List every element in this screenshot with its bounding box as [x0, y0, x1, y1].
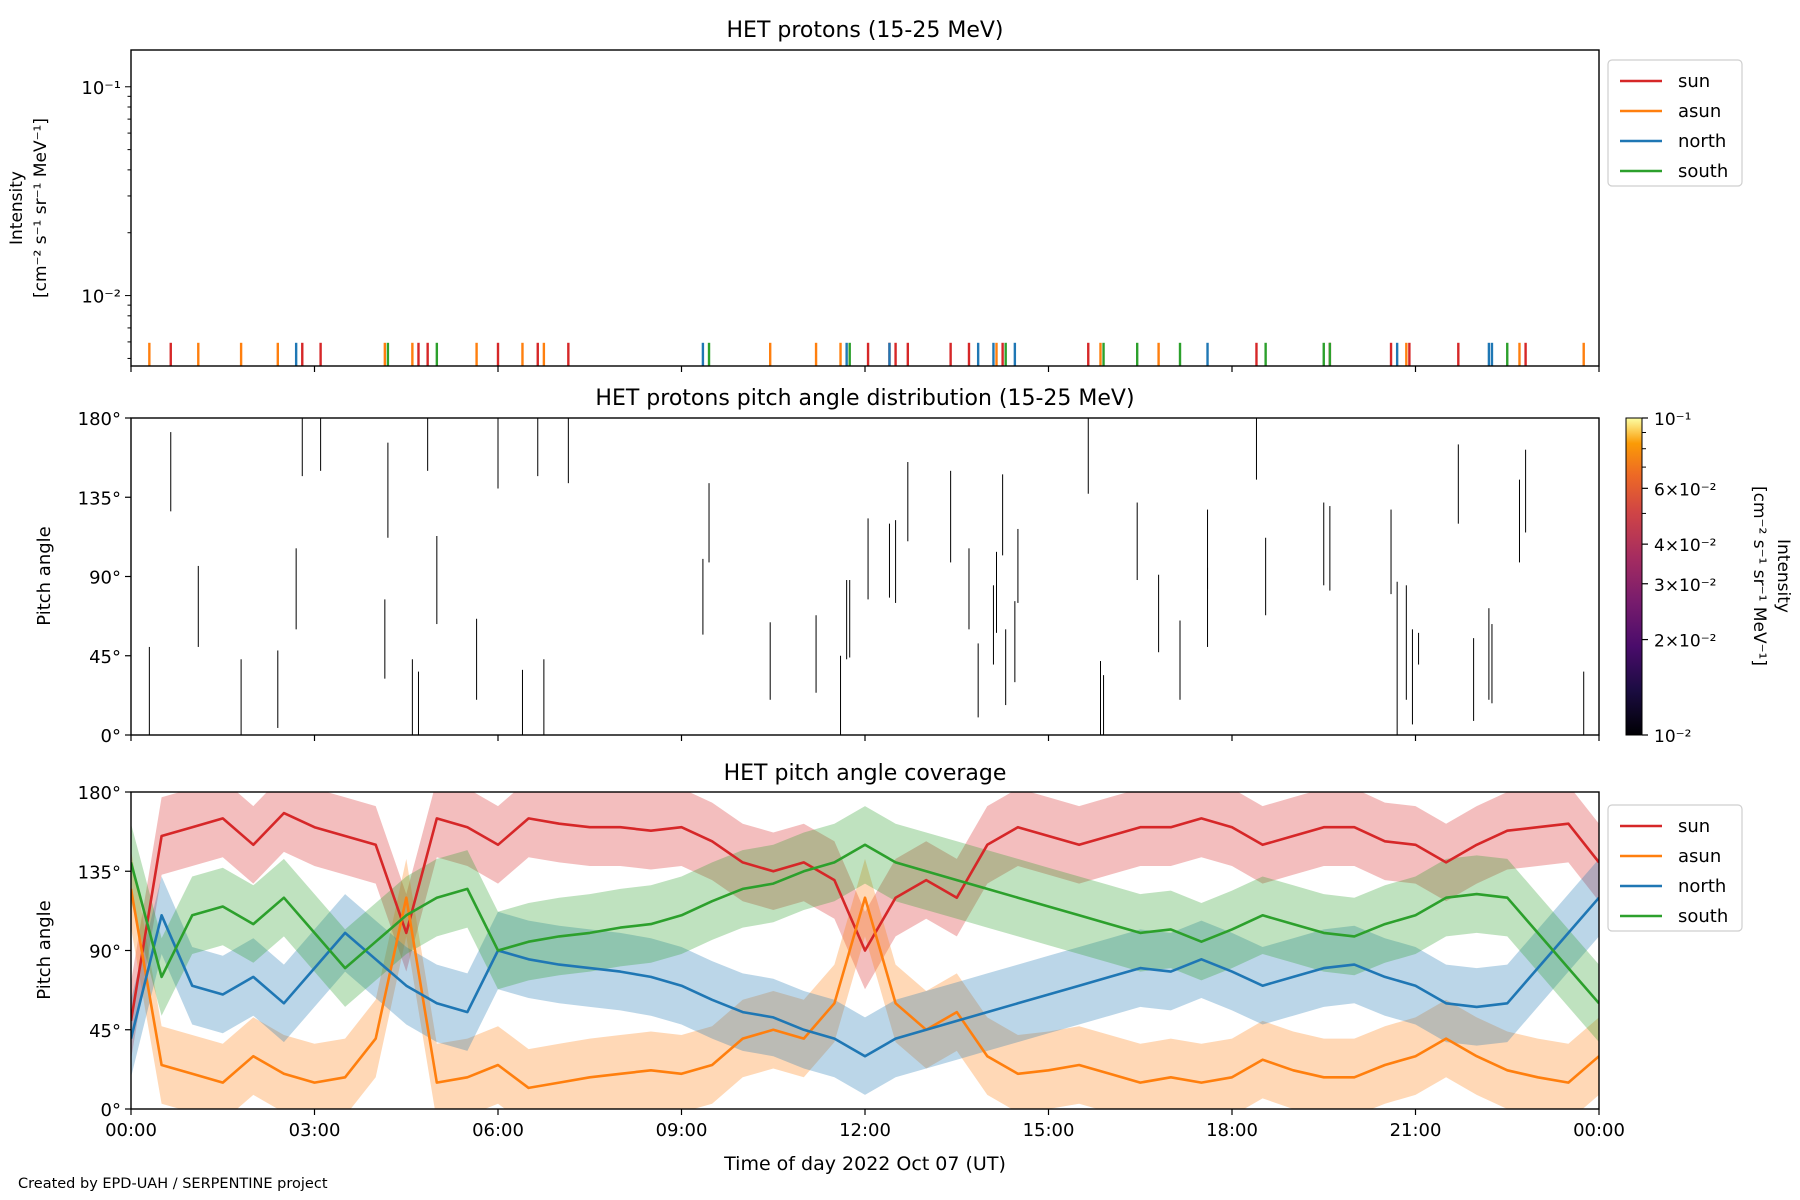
- panel3-coverage-lines: [131, 811, 1599, 1090]
- x-tick-label: 00:00: [1573, 1120, 1625, 1141]
- panel2-ylabel: Pitch angle: [34, 526, 55, 625]
- panel1-y-ticks: 10⁻¹ 10⁻²: [81, 78, 131, 359]
- x-tick-label: 15:00: [1023, 1120, 1075, 1141]
- colorbar-tick-label: 3×10⁻²: [1654, 576, 1716, 596]
- coverage-line-north: [131, 896, 1599, 1058]
- x-tick-label: 18:00: [1206, 1120, 1258, 1141]
- legend-label-sun: sun: [1678, 71, 1710, 92]
- x-tick-label: 21:00: [1390, 1120, 1442, 1141]
- panel1-legend: sun asun north south: [1607, 59, 1743, 187]
- panel1-axes: [130, 49, 1600, 367]
- colorbar-label-units: [cm⁻² s⁻¹ sr⁻¹ MeV⁻¹]: [1749, 486, 1769, 666]
- y-tick-label: 90°: [89, 568, 121, 589]
- colorbar-tick-label: 4×10⁻²: [1654, 536, 1716, 556]
- panel2-x-ticks: [130, 735, 1600, 741]
- y-tick-label: 180°: [78, 783, 121, 804]
- legend-frame: [1607, 804, 1743, 932]
- coverage-line-asun: [131, 888, 1599, 1090]
- x-tick-label: 03:00: [289, 1120, 341, 1141]
- legend-label-north: north: [1678, 131, 1726, 152]
- panel1-intensity-markers: [148, 342, 1585, 366]
- panel3-title: HET pitch angle coverage: [724, 761, 1007, 786]
- panel1-ylabel-units: [cm⁻² s⁻¹ sr⁻¹ MeV⁻¹]: [31, 118, 51, 298]
- legend-label-south: south: [1678, 161, 1728, 182]
- coverage-band-sun: [131, 792, 1599, 1060]
- panel3-legend: sun asun north south: [1607, 804, 1743, 932]
- panel1-title: HET protons (15-25 MeV): [727, 18, 1004, 43]
- y-tick-label: 0°: [101, 726, 121, 747]
- panel3-ylabel: Pitch angle: [34, 900, 55, 999]
- y-tick-label: 10⁻²: [81, 287, 121, 308]
- y-tick-label: 135°: [78, 862, 121, 883]
- colorbar-ticks: 10⁻¹ 6×10⁻² 4×10⁻² 3×10⁻² 2×10⁻² 10⁻²: [1642, 410, 1716, 747]
- legend-frame: [1607, 59, 1743, 187]
- legend-label-south: south: [1678, 906, 1728, 927]
- colorbar: [1625, 417, 1643, 736]
- panel3-coverage-bands: [131, 792, 1599, 1109]
- panel1-x-ticks: [130, 366, 1600, 372]
- panel3-x-ticks: 00:00 03:00 06:00 09:00 12:00 15:00 18:00 21:00…: [105, 1109, 1625, 1141]
- y-tick-label: 10⁻¹: [81, 78, 121, 99]
- legend-label-asun: asun: [1678, 101, 1721, 122]
- coverage-band-north: [131, 858, 1599, 1095]
- panel2-pitch-angle-segments: [148, 418, 1585, 735]
- coverage-band-south: [131, 806, 1599, 1043]
- legend-label-sun: sun: [1678, 816, 1710, 837]
- y-tick-label: 135°: [78, 488, 121, 509]
- x-tick-label: 06:00: [472, 1120, 524, 1141]
- panel2-axes: [130, 417, 1600, 736]
- panel3-y-ticks: 0° 45° 90° 135° 180°: [78, 783, 131, 1121]
- panel2-title: HET protons pitch angle distribution (15…: [595, 386, 1134, 411]
- colorbar-tick-label: 6×10⁻²: [1654, 480, 1716, 500]
- colorbar-tick-label: 2×10⁻²: [1654, 632, 1716, 652]
- coverage-line-sun: [131, 811, 1599, 1022]
- x-tick-label: 12:00: [839, 1120, 891, 1141]
- legend-label-north: north: [1678, 876, 1726, 897]
- coverage-line-south: [131, 843, 1599, 1005]
- y-tick-label: 45°: [89, 647, 121, 668]
- panel2-y-ticks: 0° 45° 90° 135° 180°: [78, 409, 131, 747]
- y-tick-label: 45°: [89, 1021, 121, 1042]
- x-tick-label: 00:00: [105, 1120, 157, 1141]
- credit-text: Created by EPD-UAH / SERPENTINE project: [18, 1176, 328, 1192]
- panel1-ylabel: Intensity: [7, 171, 27, 245]
- colorbar-tick-label: 10⁻²: [1654, 727, 1691, 747]
- legend-label-asun: asun: [1678, 846, 1721, 867]
- colorbar-tick-label: 10⁻¹: [1654, 410, 1691, 430]
- coverage-band-asun: [131, 850, 1599, 1109]
- colorbar-label: Intensity: [1773, 539, 1793, 613]
- x-tick-label: 09:00: [656, 1120, 708, 1141]
- x-axis-label: Time of day 2022 Oct 07 (UT): [723, 1153, 1006, 1175]
- y-tick-label: 90°: [89, 942, 121, 963]
- y-tick-label: 0°: [101, 1100, 121, 1121]
- y-tick-label: 180°: [78, 409, 121, 430]
